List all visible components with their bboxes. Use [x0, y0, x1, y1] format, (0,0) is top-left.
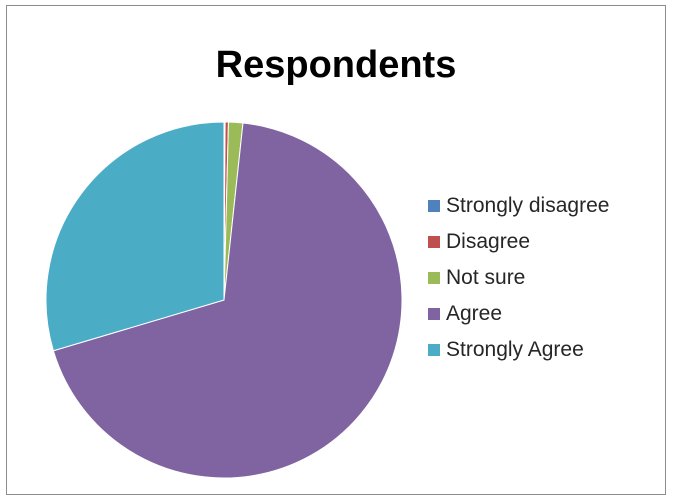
- legend-swatch: [428, 236, 440, 248]
- pie-slice-strongly-agree: [45, 121, 225, 352]
- legend-label: Not sure: [446, 266, 526, 289]
- legend-label: Disagree: [446, 230, 531, 253]
- legend-label: Agree: [446, 302, 503, 325]
- legend-label: Strongly disagree: [446, 194, 610, 217]
- legend-item-strongly-agree: Strongly Agree: [428, 332, 609, 368]
- legend-swatch: [428, 272, 440, 284]
- legend: Strongly disagree Disagree Not sure Agre…: [428, 188, 609, 368]
- legend-label: Strongly Agree: [446, 338, 584, 361]
- pie-slice-agree: [52, 122, 403, 479]
- pie-slices: [45, 121, 403, 479]
- legend-item-disagree: Disagree: [428, 224, 609, 260]
- legend-item-agree: Agree: [428, 296, 609, 332]
- chart-title: Respondents: [215, 44, 457, 86]
- legend-item-not-sure: Not sure: [428, 260, 609, 296]
- legend-swatch: [428, 344, 440, 356]
- legend-swatch: [428, 200, 440, 212]
- legend-swatch: [428, 308, 440, 320]
- legend-item-strongly-disagree: Strongly disagree: [428, 188, 609, 224]
